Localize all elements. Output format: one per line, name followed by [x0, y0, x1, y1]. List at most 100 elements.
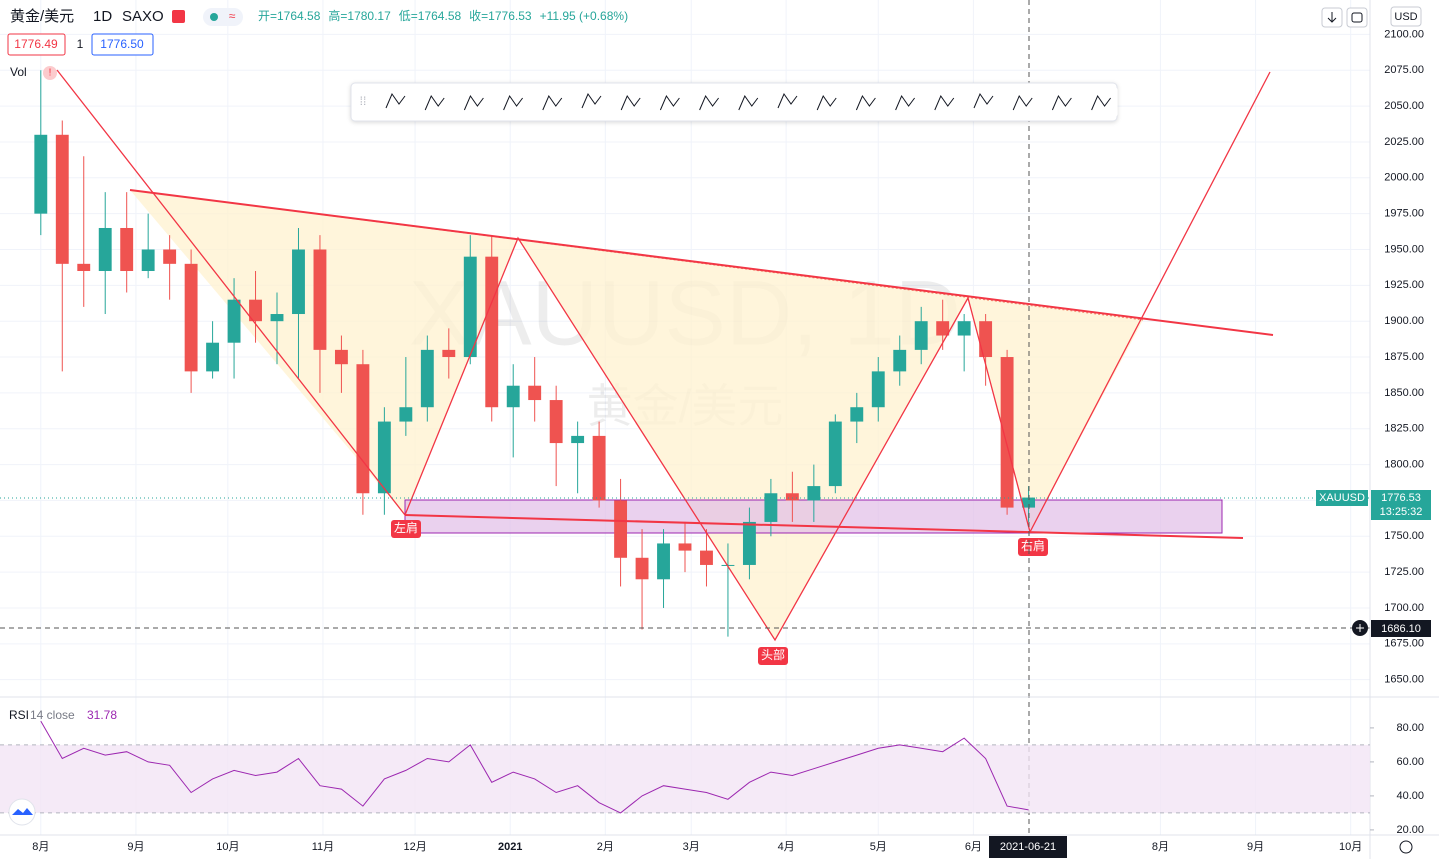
- x-tick-label: 10月: [216, 841, 239, 853]
- candle-body: [184, 263, 198, 372]
- candle-body: [592, 435, 606, 501]
- flag-icon[interactable]: [172, 10, 185, 23]
- y-tick-label: 1850.00: [1384, 387, 1424, 399]
- y-tick-label: 80.00: [1396, 722, 1424, 734]
- bid: 1776.49: [14, 37, 58, 51]
- x-tick-label: 8月: [1152, 841, 1169, 853]
- candle-body: [1000, 357, 1014, 508]
- tool-button[interactable]: [1044, 87, 1079, 117]
- tool-icon: [895, 94, 915, 111]
- candle-body: [227, 299, 241, 343]
- x-tick-label: 10月: [1339, 841, 1362, 853]
- alert-icon[interactable]: [43, 66, 57, 80]
- tool-icon: [659, 94, 680, 111]
- crosshair-tag: [1371, 620, 1431, 637]
- tool-button[interactable]: [1005, 87, 1040, 117]
- neckline: [129, 189, 1274, 336]
- candle-body: [635, 557, 649, 580]
- tool-button[interactable]: [534, 87, 569, 117]
- rsi-value: 31.78: [87, 708, 117, 722]
- tool-button[interactable]: [1083, 87, 1118, 117]
- status-pill[interactable]: [203, 8, 243, 26]
- tool-icon: [699, 94, 719, 111]
- ask-box[interactable]: [91, 33, 154, 56]
- tool-button[interactable]: [848, 87, 883, 117]
- tool-button[interactable]: [887, 87, 922, 117]
- candle-body: [120, 227, 134, 272]
- tool-icon: [1051, 94, 1072, 111]
- candle-body: [764, 493, 778, 522]
- logo-icon: [12, 808, 33, 815]
- y-tick-label: 1700.00: [1384, 602, 1424, 614]
- tool-button[interactable]: [456, 87, 491, 117]
- tool-icon: [542, 94, 563, 111]
- y-tick-label: 60.00: [1396, 756, 1424, 768]
- candle-body: [657, 543, 670, 580]
- tool-button[interactable]: [417, 87, 452, 117]
- settings-icon[interactable]: [1399, 840, 1413, 854]
- candle-body: [270, 314, 284, 322]
- icon: [1327, 12, 1337, 23]
- y-tick-label: 1925.00: [1384, 279, 1424, 291]
- symbol-tag-text: XAUUSD: [1319, 492, 1365, 504]
- tool-button[interactable]: [770, 87, 804, 117]
- label-box: [391, 520, 421, 538]
- toolbar-buttons: ⁞⁞: [360, 87, 1118, 117]
- y-tick-label: 1800.00: [1384, 458, 1424, 470]
- y-tick-label: 1725.00: [1384, 566, 1424, 578]
- candle-body: [742, 521, 756, 565]
- tool-button[interactable]: [926, 87, 961, 117]
- interval: 1D: [93, 8, 112, 25]
- candle-body: [485, 256, 499, 408]
- tool-button[interactable]: [652, 87, 687, 117]
- candle-body: [249, 299, 262, 322]
- tool-icon: [503, 94, 523, 111]
- rsi-band: [0, 744, 1370, 813]
- tool-icon: [738, 94, 759, 111]
- tool-button[interactable]: [378, 87, 412, 117]
- axes: 1650.001675.001700.001725.001750.001775.…: [32, 28, 1424, 853]
- status-dot: [210, 13, 218, 21]
- pattern-fill: [130, 190, 1143, 640]
- candle-body: [98, 227, 112, 272]
- lower-line: [404, 514, 1244, 539]
- tool-button[interactable]: [691, 87, 726, 117]
- y-tick-label: 1825.00: [1384, 423, 1424, 435]
- candle-body: [700, 550, 713, 565]
- candle-body: [571, 435, 585, 444]
- candles: [34, 70, 1036, 637]
- y-tick-label: 1900.00: [1384, 315, 1424, 327]
- candle-body: [206, 342, 220, 372]
- candle-body: [377, 421, 391, 494]
- tool-icon: [1012, 94, 1033, 111]
- y-tick-label: 1675.00: [1384, 638, 1424, 650]
- button-fullscreen[interactable]: [1346, 7, 1368, 28]
- label-box: [1018, 538, 1048, 556]
- candle-body: [55, 134, 69, 264]
- rsi-title: RSI: [9, 708, 29, 722]
- tool-button[interactable]: [966, 87, 1000, 117]
- bid-box[interactable]: [7, 33, 66, 56]
- annotation: 右肩: [1021, 538, 1045, 553]
- tool-icon: [424, 94, 445, 111]
- candle-body: [979, 321, 993, 358]
- stat: 收=1776.53: [469, 9, 532, 23]
- y-tick-label: 1975.00: [1384, 208, 1424, 220]
- logo[interactable]: [8, 798, 36, 826]
- price-tag-text: 1776.53: [1381, 492, 1421, 504]
- tool-button[interactable]: [495, 87, 530, 117]
- x-tick-label: 9月: [127, 841, 144, 853]
- x-tick-label: 5月: [870, 841, 887, 853]
- currency-button[interactable]: [1390, 6, 1422, 27]
- x-tick-label: 8月: [32, 841, 49, 853]
- x-tick-label: 12月: [403, 841, 426, 853]
- y-tick-label: 2100.00: [1384, 28, 1424, 40]
- symbol-tag: [1316, 490, 1368, 506]
- stat: +11.95 (+0.68%): [540, 9, 629, 23]
- tool-button[interactable]: [730, 87, 765, 117]
- candle-body: [528, 385, 542, 401]
- tool-button[interactable]: [809, 87, 844, 117]
- tool-button[interactable]: [613, 87, 648, 117]
- x-tick-label: 3月: [683, 841, 700, 853]
- tool-button[interactable]: [574, 87, 608, 117]
